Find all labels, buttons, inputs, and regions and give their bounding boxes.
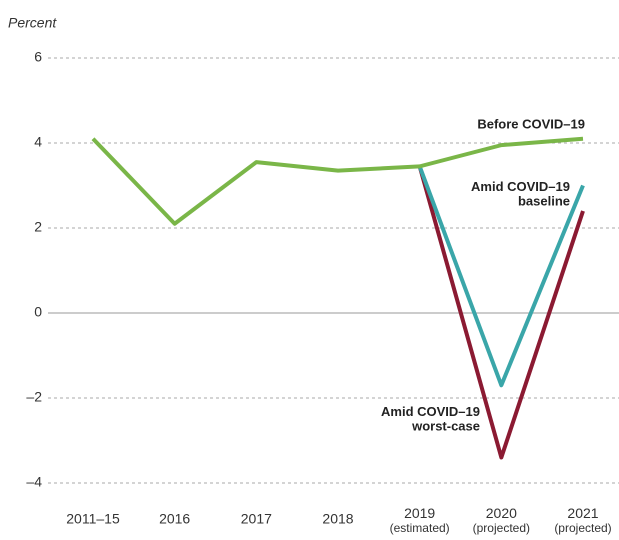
y-tick-label: 0 [34, 304, 42, 320]
y-tick-label: 6 [34, 49, 42, 65]
x-tick-label: 2021 (projected) [554, 505, 611, 535]
x-tick-label: 2016 [159, 511, 190, 527]
x-tick-label: 2011–15 [66, 511, 120, 527]
x-tick-label: 2018 [322, 511, 353, 527]
line [417, 165, 585, 388]
y-tick-label: –4 [26, 474, 42, 490]
y-tick-label: –2 [26, 389, 42, 405]
x-tick-label: 2017 [241, 511, 272, 527]
x-tick-label: 2019 (estimated) [390, 505, 450, 535]
line [91, 136, 584, 226]
y-tick-label: 2 [34, 219, 42, 235]
y-axis-label: Percent [8, 15, 57, 31]
series-label: Before COVID–19 [477, 116, 585, 131]
line [417, 165, 585, 460]
series-label: Amid COVID–19 worst-case [381, 404, 480, 433]
y-tick-label: 4 [34, 134, 42, 150]
x-tick-label: 2020 (projected) [473, 505, 530, 535]
series-label: Amid COVID–19 baseline [471, 179, 570, 208]
